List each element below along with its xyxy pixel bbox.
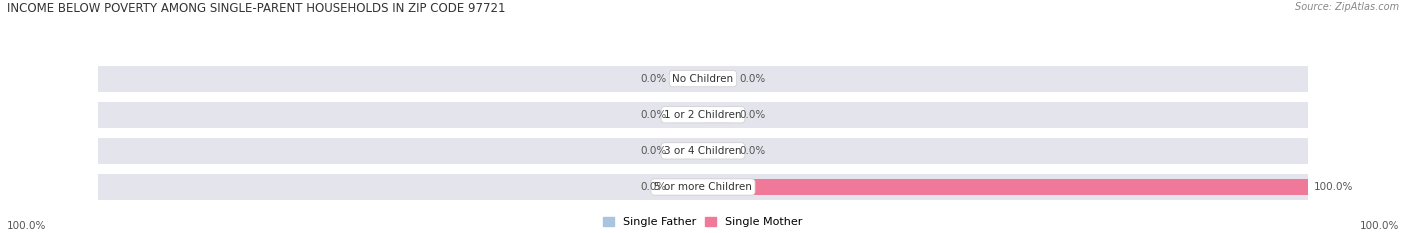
Bar xyxy=(98,138,1308,164)
Text: Source: ZipAtlas.com: Source: ZipAtlas.com xyxy=(1295,2,1399,12)
Text: 100.0%: 100.0% xyxy=(7,221,46,231)
Bar xyxy=(703,143,734,159)
Text: 0.0%: 0.0% xyxy=(740,74,765,84)
Bar xyxy=(703,107,734,123)
Bar xyxy=(703,71,734,86)
Bar xyxy=(703,179,1308,195)
Text: 1 or 2 Children: 1 or 2 Children xyxy=(664,110,742,120)
Text: 0.0%: 0.0% xyxy=(641,146,666,156)
Text: 0.0%: 0.0% xyxy=(740,146,765,156)
Text: No Children: No Children xyxy=(672,74,734,84)
Text: 100.0%: 100.0% xyxy=(1360,221,1399,231)
Bar xyxy=(98,102,1308,128)
Text: 100.0%: 100.0% xyxy=(1313,182,1353,192)
Text: 3 or 4 Children: 3 or 4 Children xyxy=(664,146,742,156)
Text: 5 or more Children: 5 or more Children xyxy=(654,182,752,192)
Bar xyxy=(672,71,703,86)
Bar xyxy=(98,174,1308,200)
Bar xyxy=(98,66,1308,92)
Text: INCOME BELOW POVERTY AMONG SINGLE-PARENT HOUSEHOLDS IN ZIP CODE 97721: INCOME BELOW POVERTY AMONG SINGLE-PARENT… xyxy=(7,2,506,15)
Bar xyxy=(672,179,703,195)
Text: 0.0%: 0.0% xyxy=(740,110,765,120)
Text: 0.0%: 0.0% xyxy=(641,110,666,120)
Bar xyxy=(672,143,703,159)
Bar xyxy=(672,107,703,123)
Text: 0.0%: 0.0% xyxy=(641,182,666,192)
Text: 0.0%: 0.0% xyxy=(641,74,666,84)
Legend: Single Father, Single Mother: Single Father, Single Mother xyxy=(603,217,803,227)
